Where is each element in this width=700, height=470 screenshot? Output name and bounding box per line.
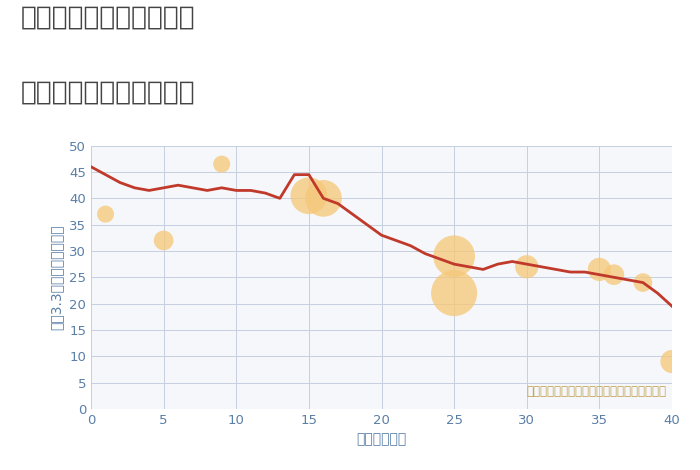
Point — [638, 279, 649, 286]
Point — [449, 290, 460, 297]
Text: 円の大きさは、取引のあった物件面積を示す: 円の大きさは、取引のあった物件面積を示す — [526, 385, 666, 399]
Text: 築年数別中古戸建て価格: 築年数別中古戸建て価格 — [21, 80, 195, 106]
Y-axis label: 平（3.3㎡）単価（万円）: 平（3.3㎡）単価（万円） — [50, 225, 64, 330]
Point — [318, 195, 329, 202]
Point — [666, 358, 678, 365]
Point — [100, 211, 111, 218]
Text: 三重県鈴鹿市南若松町の: 三重県鈴鹿市南若松町の — [21, 5, 195, 31]
Point — [521, 263, 532, 271]
Point — [303, 192, 314, 199]
Point — [449, 252, 460, 260]
X-axis label: 築年数（年）: 築年数（年） — [356, 432, 407, 446]
Point — [216, 160, 228, 168]
Point — [158, 237, 169, 244]
Point — [608, 271, 620, 278]
Point — [594, 266, 605, 273]
